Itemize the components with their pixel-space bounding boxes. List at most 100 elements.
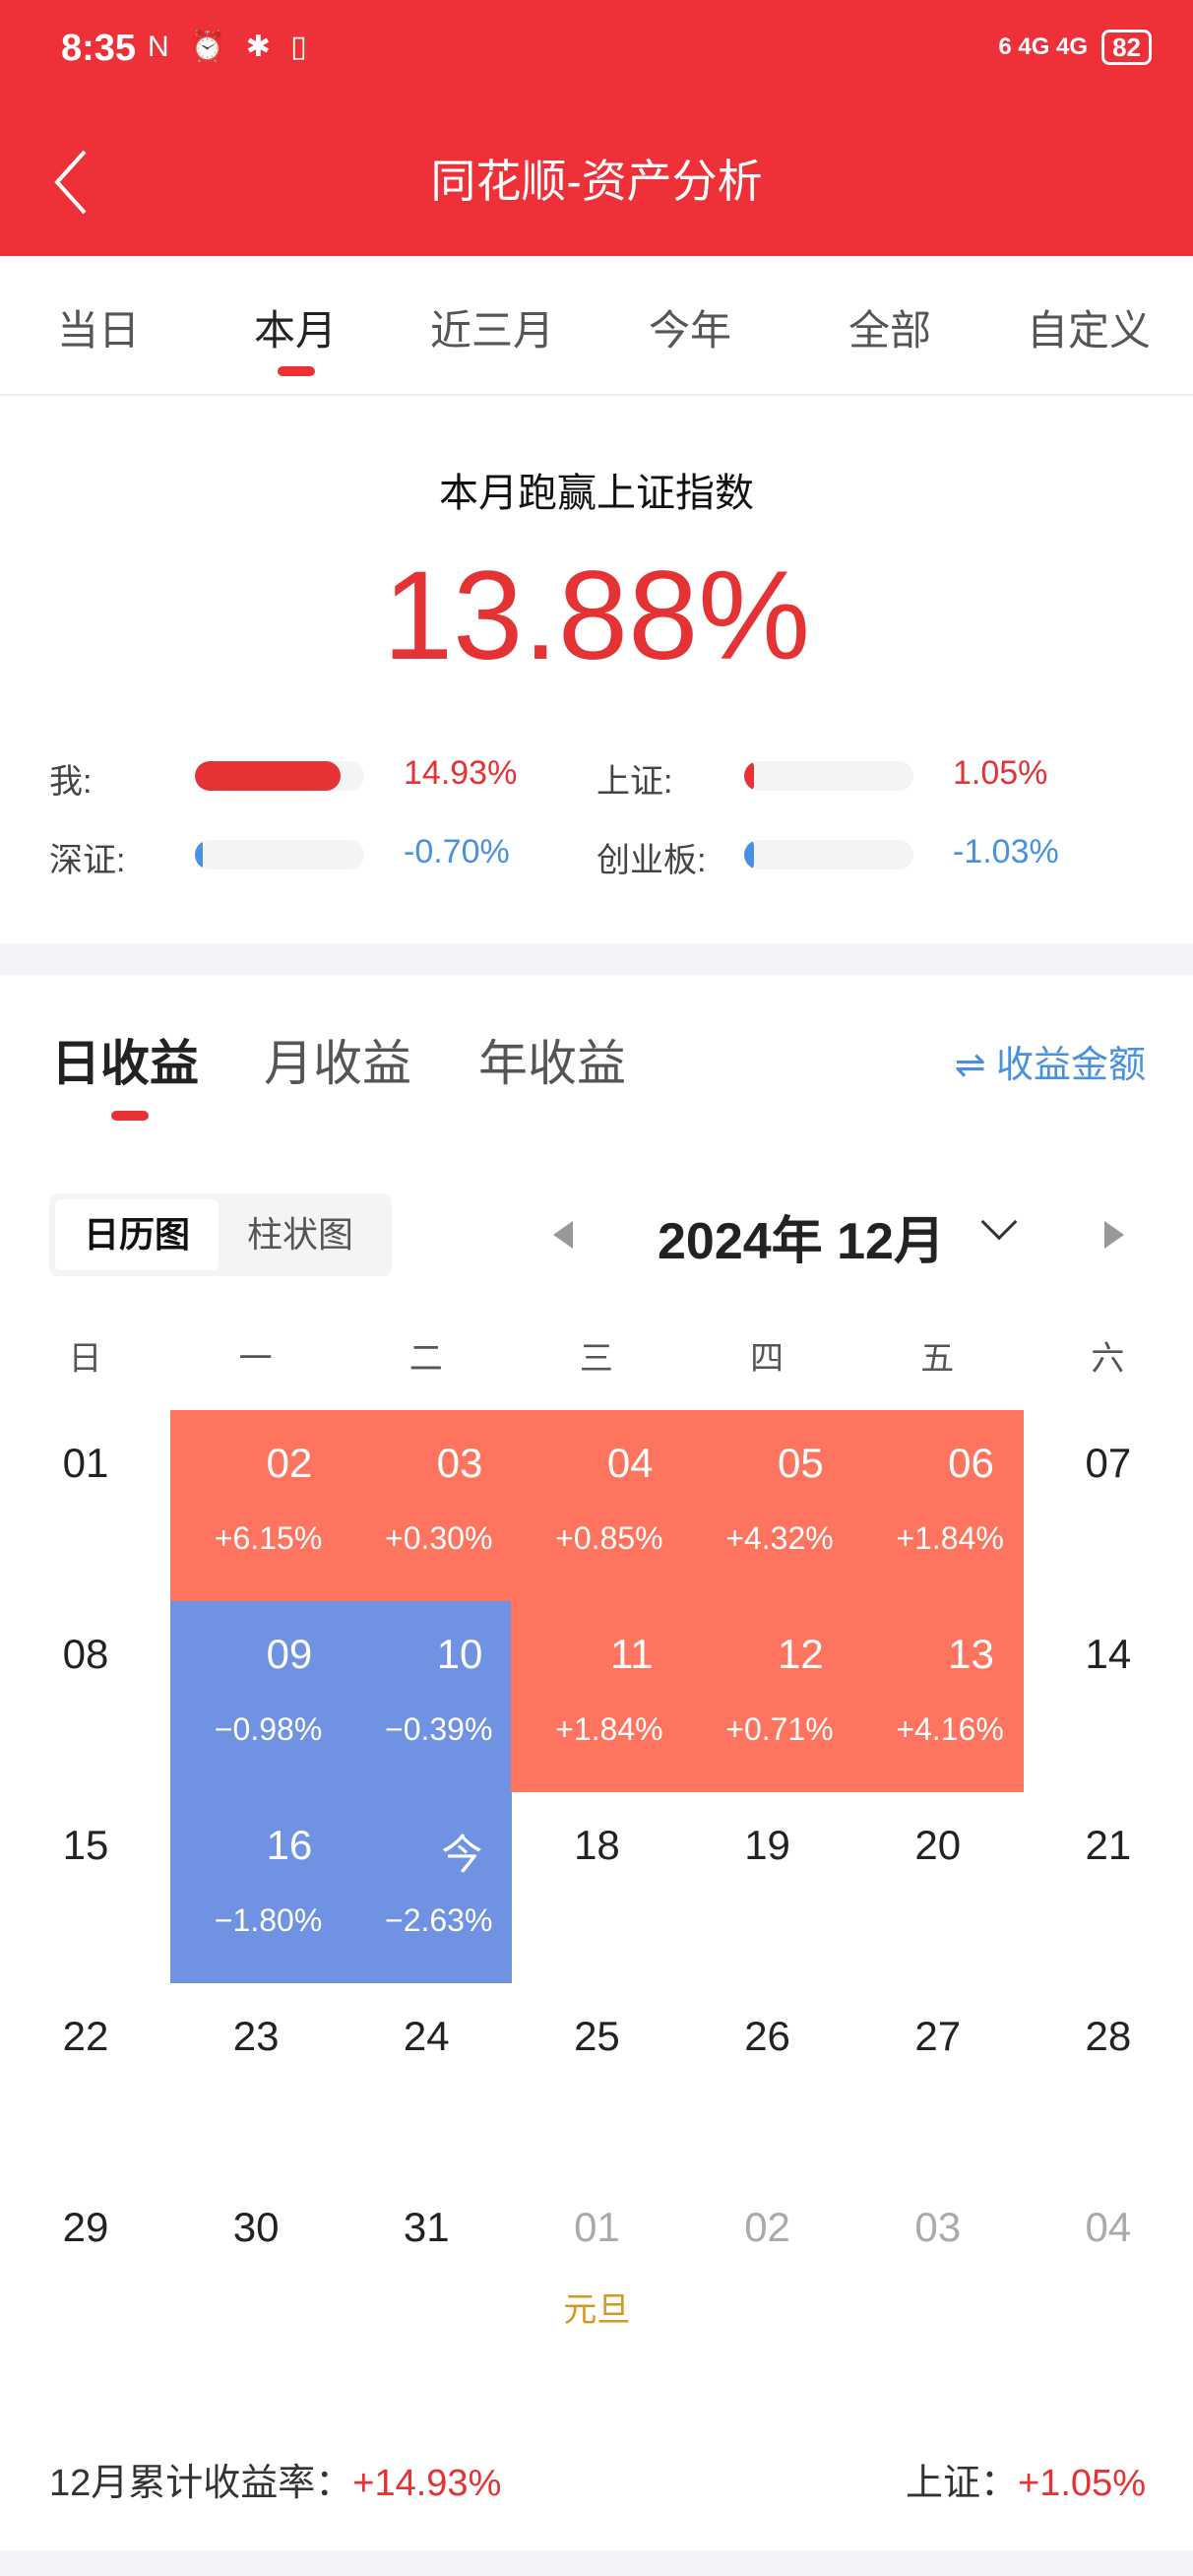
- next-month-icon[interactable]: [1104, 1221, 1124, 1249]
- calendar-day[interactable]: 20: [852, 1792, 1024, 1983]
- weekday-label: 三: [579, 1340, 613, 1378]
- index-value: +1.05%: [1018, 2463, 1146, 2504]
- day-number: 29: [62, 2204, 109, 2250]
- calendar-day[interactable]: 10 −0.39%: [341, 1601, 513, 1792]
- calendar-day[interactable]: 15: [0, 1792, 171, 1983]
- calendar-day[interactable]: 31: [341, 2174, 512, 2365]
- calendar-day[interactable]: 22: [0, 1983, 171, 2174]
- day-number: 04: [606, 1440, 654, 1486]
- day-return: +0.71%: [725, 1711, 834, 1747]
- prev-month-icon[interactable]: [553, 1221, 573, 1249]
- calendar-day[interactable]: 02: [682, 2174, 853, 2365]
- day-number: 31: [403, 2204, 450, 2250]
- weekday-label: 一: [238, 1340, 273, 1378]
- calendar-day[interactable]: 04: [1023, 2174, 1193, 2365]
- compare-value: -1.03%: [953, 833, 1059, 870]
- weekday-label: 四: [750, 1340, 785, 1378]
- calendar-day[interactable]: 08: [0, 1601, 171, 1792]
- calendar-day[interactable]: 05 +4.32%: [681, 1410, 853, 1601]
- calendar-day[interactable]: 02 +6.15%: [170, 1410, 343, 1601]
- day-number: 05: [777, 1440, 824, 1486]
- calendar-day[interactable]: 03 +0.30%: [341, 1410, 513, 1601]
- holiday-label: 元旦: [563, 2291, 631, 2329]
- toggle-amount-button[interactable]: ⇌ 收益金额: [954, 1045, 1146, 1086]
- day-return: +6.15%: [214, 1520, 323, 1556]
- tab-1[interactable]: 本月: [253, 307, 337, 354]
- calendar-day[interactable]: 16 −1.80%: [170, 1792, 343, 1983]
- day-return: +1.84%: [896, 1520, 1004, 1556]
- day-number: 07: [1085, 1440, 1132, 1486]
- calendar-day[interactable]: 24: [341, 1983, 512, 2174]
- day-number: 15: [62, 1822, 109, 1868]
- weekday-label: 五: [920, 1340, 955, 1378]
- calendar-day[interactable]: 11 +1.84%: [511, 1601, 683, 1792]
- calendar-day[interactable]: 07: [1023, 1410, 1193, 1601]
- calendar-day[interactable]: 01 元旦: [511, 2174, 682, 2365]
- day-return: −0.98%: [214, 1711, 323, 1747]
- view-calendar[interactable]: 日历图: [55, 1199, 219, 1270]
- compare-label: 创业板:: [596, 842, 707, 879]
- view-bar-chart[interactable]: 柱状图: [246, 1214, 353, 1255]
- day-number: 01: [574, 2204, 620, 2250]
- calendar-day[interactable]: 25: [511, 1983, 682, 2174]
- calendar-day[interactable]: 26: [682, 1983, 853, 2174]
- chevron-left-icon[interactable]: [51, 148, 91, 217]
- weekday-label: 二: [408, 1340, 443, 1378]
- day-number: 19: [744, 1822, 790, 1868]
- tab-0[interactable]: 当日: [56, 307, 140, 354]
- calendar-day[interactable]: 21: [1023, 1792, 1193, 1983]
- calendar-day[interactable]: 19: [682, 1792, 853, 1983]
- calendar-day[interactable]: 29: [0, 2174, 171, 2365]
- compare-label: 深证:: [49, 842, 126, 879]
- calendar-day[interactable]: 09 −0.98%: [170, 1601, 343, 1792]
- day-number: 23: [232, 2013, 280, 2059]
- day-number: 11: [609, 1631, 654, 1677]
- compare-value: -0.70%: [404, 833, 510, 870]
- day-number: 21: [1085, 1822, 1132, 1868]
- calendar-day[interactable]: 28: [1023, 1983, 1193, 2174]
- calendar-day[interactable]: 30: [170, 2174, 342, 2365]
- calendar-day[interactable]: 今 −2.63%: [341, 1792, 513, 1983]
- day-number: 01: [62, 1440, 109, 1486]
- day-number: 25: [574, 2013, 620, 2059]
- cum-label: 12月累计收益率：: [49, 2463, 353, 2504]
- day-number: 22: [62, 2013, 109, 2059]
- tab-5[interactable]: 自定义: [1026, 307, 1151, 354]
- calendar-day[interactable]: 03: [852, 2174, 1024, 2365]
- chevron-down-icon[interactable]: [980, 1203, 1018, 1241]
- returns-tab-0[interactable]: 日收益: [51, 1036, 199, 1091]
- calendar-day[interactable]: 13 +4.16%: [851, 1601, 1024, 1792]
- day-number: 06: [948, 1440, 994, 1486]
- calendar-day[interactable]: 14: [1023, 1601, 1193, 1792]
- status-right: 6 4G 4G 82: [998, 30, 1152, 65]
- tab-indicator: [278, 366, 315, 376]
- day-return: −2.63%: [385, 1902, 493, 1938]
- calendar-day[interactable]: 04 +0.85%: [511, 1410, 683, 1601]
- compare-track: [744, 761, 913, 791]
- tab-3[interactable]: 今年: [648, 307, 731, 354]
- calendar-day[interactable]: 27: [852, 1983, 1024, 2174]
- tab-4[interactable]: 全部: [848, 307, 931, 354]
- month-selector[interactable]: 2024年 12月: [658, 1213, 945, 1270]
- day-number: 02: [744, 2204, 790, 2250]
- compare-fill: [744, 761, 755, 791]
- day-return: +0.30%: [385, 1520, 493, 1556]
- returns-tab-2[interactable]: 年收益: [478, 1036, 626, 1091]
- tab-2[interactable]: 近三月: [429, 307, 554, 354]
- day-number: 26: [744, 2013, 790, 2059]
- status-time: 8:35: [61, 28, 137, 69]
- day-return: +0.85%: [555, 1520, 663, 1556]
- calendar-day[interactable]: 06 +1.84%: [851, 1410, 1024, 1601]
- calendar-day[interactable]: 23: [170, 1983, 342, 2174]
- calendar-day[interactable]: 12 +0.71%: [681, 1601, 853, 1792]
- day-number: 10: [436, 1631, 483, 1677]
- day-number: 13: [948, 1631, 994, 1677]
- calendar-day[interactable]: 18: [511, 1792, 682, 1983]
- outperform-value: 13.88%: [382, 546, 811, 686]
- day-number: 20: [914, 1822, 962, 1868]
- calendar-day[interactable]: 01: [0, 1410, 171, 1601]
- view-toggle: 日历图 柱状图: [49, 1193, 392, 1276]
- returns-tab-1[interactable]: 月收益: [264, 1036, 411, 1091]
- compare-value: 14.93%: [404, 754, 518, 792]
- section-divider: [0, 943, 1193, 975]
